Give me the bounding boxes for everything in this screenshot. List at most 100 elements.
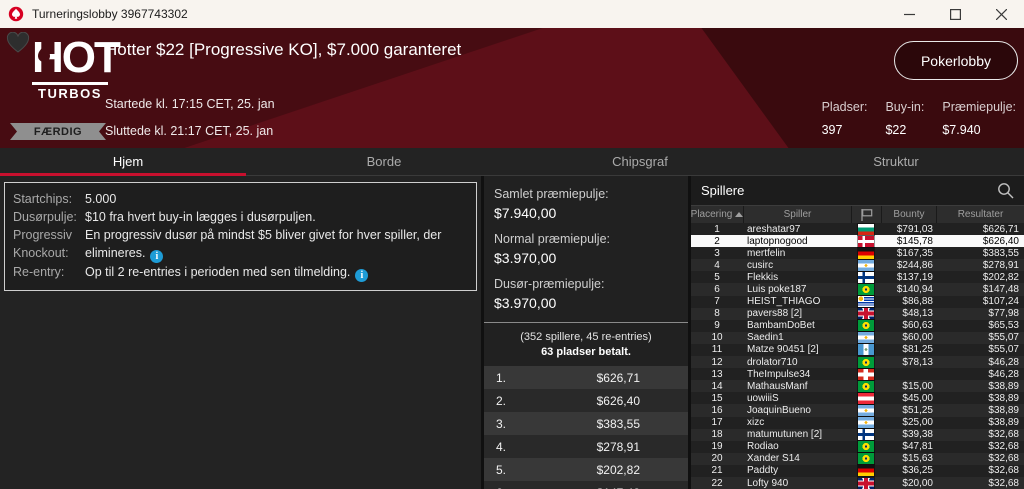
player-row[interactable]: 14 MathausManf $15,00 $38,89 [691,379,1024,393]
minimize-button[interactable] [886,0,932,28]
player-name: areshatar97 [747,223,801,235]
player-result: $107,24 [982,296,1019,308]
player-bounty: $25,00 [902,417,933,429]
player-bounty: $60,63 [902,320,933,332]
player-place: 9 [714,320,720,332]
tab-bar: Hjem Borde Chipsgraf Struktur [0,148,1024,176]
player-name: TheImpulse34 [747,368,811,380]
player-row[interactable]: 21 Paddty $36,25 $32,68 [691,464,1024,478]
header-stat: Buy-in: $22 [885,100,924,137]
country-flag [857,222,875,236]
player-result: $147,48 [982,284,1019,296]
stat-label: Buy-in: [885,100,925,114]
tab[interactable]: Chipsgraf [512,148,768,175]
player-place: 16 [711,404,723,416]
country-flag [857,295,875,309]
player-bounty: $51,25 [902,404,933,416]
stat-value: 397 [821,123,843,137]
tab[interactable]: Hjem [0,148,256,176]
player-place: 10 [711,332,723,344]
main-content: Startchips: 5.000 Dusørpulje: $10 fra hv… [0,176,1024,489]
player-row[interactable]: 8 pavers88 [2] $48,13 $77,98 [691,307,1024,321]
player-place: 17 [711,417,723,429]
player-bounty: $137,19 [896,271,933,283]
player-result: $38,89 [988,417,1019,429]
player-row[interactable]: 16 JoaquinBueno $51,25 $38,89 [691,403,1024,417]
info-icon[interactable] [355,269,369,282]
player-row[interactable]: 22 Lofty 940 $20,00 $32,68 [691,476,1024,489]
player-bounty: $45,00 [902,392,933,404]
country-flag [857,403,875,417]
player-place: 20 [711,453,723,465]
window-title: Turneringslobby 3967743302 [32,7,188,21]
info-label: Dusørpulje: [13,210,77,224]
tournament-info-box: Startchips: 5.000 Dusørpulje: $10 fra hv… [4,182,477,291]
country-flag [857,246,875,260]
player-place: 19 [711,441,723,453]
player-row[interactable]: 6 Luis poke187 $140,94 $147,48 [691,283,1024,297]
favorite-heart-icon[interactable] [6,32,30,54]
player-row[interactable]: 15 uowiiiS $45,00 $38,89 [691,391,1024,405]
country-flag [857,440,875,454]
player-row[interactable]: 18 matumutunen [2] $39,38 $32,68 [691,428,1024,442]
player-row[interactable]: 19 Rodiao $47,81 $32,68 [691,440,1024,454]
info-label: Startchips: [13,192,73,206]
column-header-resultater[interactable]: Resultater [936,206,1024,223]
player-place: 22 [711,477,723,489]
payout-amount: $626,40 [596,393,640,408]
player-place: 3 [714,247,720,259]
player-name: matumutunen [2] [747,429,823,441]
close-button[interactable] [978,0,1024,28]
player-row[interactable]: 10 Saedin1 $60,00 $55,07 [691,331,1024,345]
tab[interactable]: Borde [256,148,512,175]
search-icon[interactable] [997,182,1014,199]
player-bounty: $78,13 [902,356,933,368]
start-time: Startede kl. 17:15 CET, 25. jan [105,97,275,111]
info-icon[interactable] [150,250,164,263]
column-header-placering[interactable]: Placering [691,206,744,223]
player-row[interactable]: 20 Xander S14 $15,63 $32,68 [691,452,1024,466]
hot-turbos-logo: HOT TURBOS [32,36,121,101]
player-name: cusirc [747,259,774,271]
pokerlobby-button[interactable]: Pokerlobby [893,41,1018,80]
player-row[interactable]: 9 BambamDoBet $60,63 $65,53 [691,319,1024,333]
player-result: $46,28 [988,356,1019,368]
pool-label: Dusør-præmiepulje: [494,277,605,291]
player-row[interactable]: 5 Flekkis $137,19 $202,82 [691,270,1024,284]
player-row[interactable]: 17 xizc $25,00 $38,89 [691,416,1024,430]
end-time: Sluttede kl. 21:17 CET, 25. jan [105,124,274,138]
column-header-flag[interactable] [851,206,881,223]
player-result: $55,07 [988,332,1019,344]
player-row[interactable]: 1 areshatar97 $791,03 $626,71 [691,222,1024,236]
player-search[interactable]: Spillere [691,176,1024,206]
player-row[interactable]: 12 drolator710 $78,13 $46,28 [691,355,1024,369]
pool-value: $3.970,00 [494,295,557,311]
pokerstars-spade-icon [8,6,24,22]
player-place: 7 [714,296,720,308]
player-row[interactable]: 3 mertfelin $167,35 $383,55 [691,246,1024,260]
player-row[interactable]: 7 HEIST_THIAGO $86,88 $107,24 [691,295,1024,309]
player-row[interactable]: 11 Matze 90451 [2] $81,25 $55,07 [691,343,1024,357]
info-label: Re-entry: [13,265,65,279]
tab[interactable]: Struktur [768,148,1024,175]
player-bounty: $48,13 [902,308,933,320]
player-result: $38,89 [988,404,1019,416]
player-result: $32,68 [988,453,1019,465]
player-row[interactable]: 4 cusirc $244,86 $278,91 [691,258,1024,272]
payout-place: 1. [496,370,507,385]
maximize-button[interactable] [932,0,978,28]
player-name: BambamDoBet [747,320,815,332]
player-bounty: $36,25 [902,465,933,477]
country-flag [857,270,875,284]
maximize-icon [949,8,961,20]
country-flag [857,379,875,393]
window-titlebar: Turneringslobby 3967743302 [0,0,1024,28]
player-bounty: $15,63 [902,453,933,465]
column-header-bounty[interactable]: Bounty [881,206,936,223]
player-row[interactable]: 13 TheImpulse34 $46,28 [691,367,1024,381]
player-name: Matze 90451 [2] [747,344,819,356]
country-flag [857,331,875,345]
player-row[interactable]: 2 laptopnogood $145,78 $626,40 [691,234,1024,248]
info-row: Re-entry: Op til 2 re-entries i perioden… [13,263,468,282]
column-header-spiller[interactable]: Spiller [743,206,851,223]
